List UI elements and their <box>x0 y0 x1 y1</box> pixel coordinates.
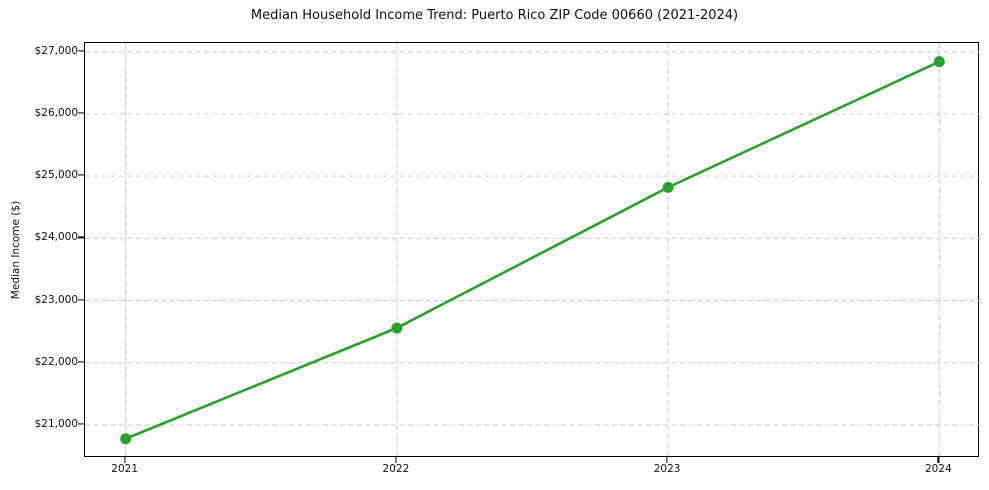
y-tick-mark <box>78 112 84 114</box>
x-tick-label: 2021 <box>111 463 139 475</box>
y-tick-mark <box>78 361 84 363</box>
data-point-marker <box>933 56 945 68</box>
plot-area <box>84 42 980 458</box>
y-tick-mark <box>78 174 84 176</box>
y-tick-label: $22,000 <box>34 355 78 368</box>
x-tick-label: 2024 <box>924 463 952 475</box>
data-point-marker <box>391 322 403 334</box>
line-plot-canvas <box>85 43 980 458</box>
y-axis-label: Median Income ($) <box>10 200 22 300</box>
y-tick-label: $27,000 <box>34 44 78 57</box>
y-tick-mark <box>78 298 84 301</box>
chart-title: Median Household Income Trend: Puerto Ri… <box>250 8 739 23</box>
y-tick-label: $24,000 <box>34 231 78 244</box>
y-tick-mark <box>78 236 84 238</box>
y-tick-label: $21,000 <box>34 418 78 431</box>
x-tick-mark <box>937 457 939 463</box>
y-tick-label: $25,000 <box>34 169 78 182</box>
x-tick-label: 2023 <box>653 463 681 475</box>
data-point-marker <box>662 181 674 193</box>
y-tick-mark <box>78 50 84 52</box>
y-tick-label: $26,000 <box>34 106 78 119</box>
trend-line <box>124 60 941 441</box>
x-tick-mark <box>395 457 397 463</box>
y-tick-mark <box>78 423 84 425</box>
data-point-marker <box>120 433 132 445</box>
x-tick-mark <box>666 457 668 463</box>
y-tick-label: $23,000 <box>34 293 78 306</box>
x-tick-mark <box>124 457 126 463</box>
x-tick-label: 2022 <box>382 463 410 475</box>
